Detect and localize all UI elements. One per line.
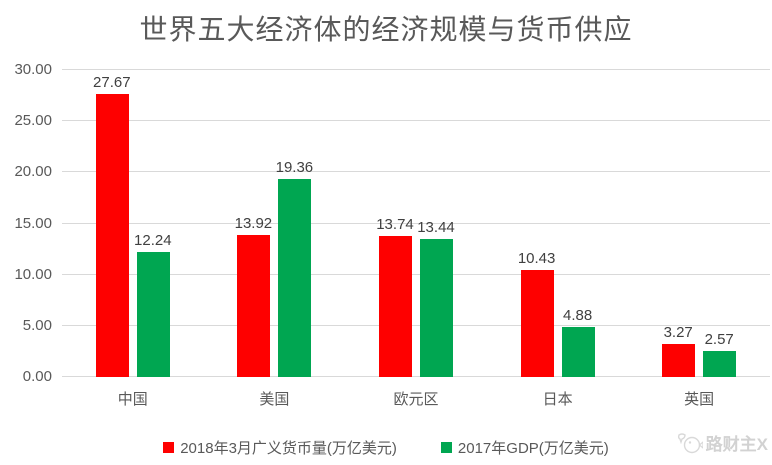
gridline (62, 273, 770, 275)
gridline (62, 222, 770, 224)
x-category-label: 欧元区 (393, 391, 439, 408)
watermark-fish-icon (677, 432, 703, 453)
watermark-text: 路财主X (705, 435, 768, 454)
value-label: 3.27 (663, 323, 693, 341)
x-category-label: 英国 (684, 391, 715, 408)
value-label: 19.36 (275, 158, 314, 176)
value-label: 12.24 (134, 231, 172, 249)
value-label: 27.67 (93, 73, 131, 91)
gridline (62, 69, 770, 70)
bar-gdp (561, 327, 595, 377)
legend: 2018年3月广义货币量(万亿美元) 2017年GDP(万亿美元) (0, 437, 772, 458)
bar-gdp (278, 178, 312, 377)
bar-gdp (420, 239, 453, 377)
legend-swatch-icon (163, 442, 175, 453)
value-label: 2.57 (704, 330, 734, 348)
gridline (62, 171, 770, 173)
value-label: 13.74 (376, 216, 414, 234)
legend-swatch-icon (440, 442, 452, 453)
value-label: 10.43 (517, 250, 556, 268)
y-tick-label: 0.00 (22, 368, 52, 385)
bar-gdp (136, 251, 170, 377)
x-category-label: 美国 (259, 391, 290, 408)
watermark: 路财主X (677, 430, 768, 455)
gridline (62, 120, 770, 122)
value-label: 13.44 (417, 219, 455, 237)
x-category-label: 日本 (542, 391, 573, 408)
y-tick-label: 25.00 (14, 112, 52, 130)
y-tick-label: 5.00 (22, 316, 52, 334)
y-tick-label: 30.00 (14, 61, 52, 78)
bar-money-supply (379, 236, 412, 377)
bar-money-supply (237, 234, 271, 377)
bar-money-supply (520, 270, 554, 377)
x-category-label: 中国 (117, 391, 148, 408)
legend-item: 2018年3月广义货币量(万亿美元) (163, 437, 397, 458)
value-label: 13.92 (234, 214, 273, 232)
legend-item: 2017年GDP(万亿美元) (440, 437, 609, 458)
y-tick-label: 20.00 (14, 163, 52, 181)
gridline (62, 324, 770, 326)
gridline (62, 376, 770, 377)
bar-money-supply (662, 343, 696, 377)
legend-label: 2017年GDP(万亿美元) (457, 440, 609, 457)
y-tick-label: 15.00 (14, 214, 52, 232)
plot-area: 0.00 5.00 10.00 15.00 20.00 25.00 30.00 中国 27.67… (14, 61, 770, 408)
legend-label: 2018年3月广义货币量(万亿美元) (180, 440, 397, 457)
value-label: 4.88 (562, 307, 593, 325)
bar-money-supply (95, 93, 129, 377)
chart-title: 世界五大经济体的经济规模与货币供应 (139, 14, 633, 45)
bar-gdp (703, 350, 737, 377)
y-tick-label: 10.00 (14, 265, 52, 283)
